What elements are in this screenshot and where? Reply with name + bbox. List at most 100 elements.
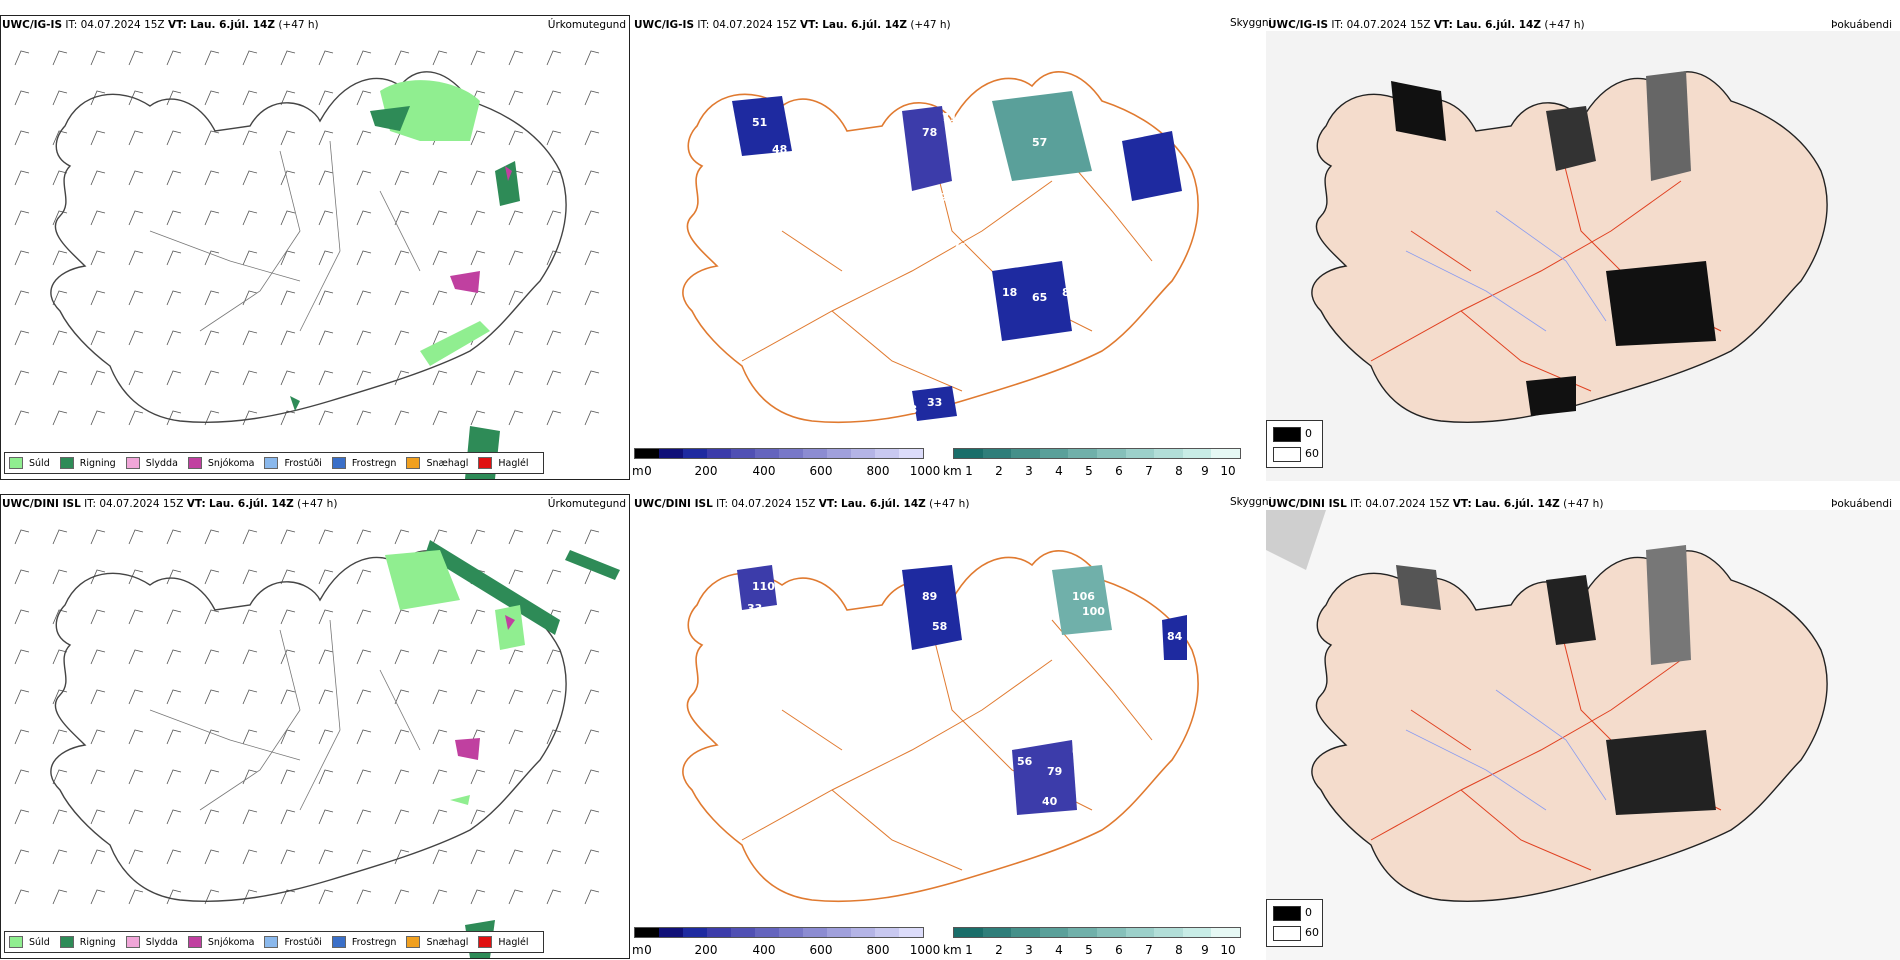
height-color-strip — [634, 927, 924, 938]
wind-barb — [318, 689, 334, 705]
wind-barb — [356, 689, 372, 705]
wind-barb — [52, 649, 68, 665]
wind-barb — [470, 689, 486, 705]
height-tick: 800 — [866, 943, 890, 957]
wind-barb — [166, 330, 182, 346]
cloud-height-label: 91 — [1042, 221, 1057, 234]
wind-barb — [318, 330, 334, 346]
cloud-height-label: 59 — [932, 191, 947, 204]
wind-barb — [52, 330, 68, 346]
wind-barb — [508, 50, 524, 66]
legend-item: Frostregn — [331, 457, 396, 469]
fog-value-label: 60 — [1305, 447, 1319, 460]
wind-barb — [584, 609, 600, 625]
wind-barb — [470, 130, 486, 146]
panel-title: Úrkomutegund — [547, 498, 626, 510]
wind-barb — [318, 130, 334, 146]
cloud-height-label: 80 — [1112, 276, 1128, 289]
cloud-height-label: 78 — [922, 126, 937, 139]
wind-barb — [584, 769, 600, 785]
wind-barb — [584, 290, 600, 306]
panel-header: UWC/IG-IS IT: 04.07.2024 15Z VT: Lau. 6.… — [1268, 19, 1585, 31]
wind-barb — [128, 170, 144, 186]
wind-barb — [356, 769, 372, 785]
height-tick: 400 — [752, 464, 776, 478]
legend-item: Frostregn — [331, 936, 396, 948]
wind-barb — [204, 649, 220, 665]
wind-barb — [90, 90, 106, 106]
cloud-height-label: 110 — [752, 580, 775, 593]
iceland-cloud-map: 51 48 78 71 57 88 59 91 90 71 18 65 83 8… — [682, 71, 1199, 424]
wind-barb — [546, 649, 562, 665]
wind-barb — [546, 250, 562, 266]
wind-barb — [318, 50, 334, 66]
fog-legend: 0 60 — [1266, 899, 1323, 947]
visibility-tick: 4 — [1055, 464, 1063, 478]
wind-barb — [280, 649, 296, 665]
wind-barb — [52, 609, 68, 625]
wind-barb — [432, 849, 448, 865]
fog-index-panel-bottom: UWC/DINI ISL IT: 04.07.2024 15Z VT: Lau.… — [1266, 494, 1900, 960]
visibility-tick: 3 — [1025, 943, 1033, 957]
panel-title: Þokuábendi — [1831, 498, 1892, 510]
cloud-height-label: 48 — [772, 143, 787, 156]
legend-item: Snæhagl — [406, 457, 468, 469]
wind-barb — [128, 569, 144, 585]
wind-barb — [204, 569, 220, 585]
wind-barb — [432, 649, 448, 665]
wind-barb — [128, 889, 144, 905]
wind-barb — [166, 210, 182, 226]
visibility-title: Skyggni — [1230, 496, 1272, 508]
wind-barb — [52, 130, 68, 146]
wind-barb — [356, 649, 372, 665]
wind-barb — [52, 370, 68, 386]
cloud-height-label: 33 — [927, 396, 942, 409]
wind-barb — [90, 250, 106, 266]
wind-barb — [90, 170, 106, 186]
wind-barb — [14, 569, 30, 585]
precip-type-panel-bottom: UWC/DINI ISL IT: 04.07.2024 15Z VT: Lau.… — [0, 494, 630, 959]
wind-barb — [356, 90, 372, 106]
wind-barb — [470, 609, 486, 625]
wind-barb — [166, 290, 182, 306]
fog-value-label: 60 — [1305, 926, 1319, 939]
cloud-height-label: 88 — [1082, 121, 1097, 134]
legend-swatch — [187, 457, 202, 469]
legend-item: Haglél — [478, 936, 529, 948]
wind-barb — [546, 370, 562, 386]
cloud-height-label: 79 — [1047, 765, 1062, 778]
wind-barb — [204, 889, 220, 905]
height-color-strip — [634, 448, 924, 459]
wind-barb — [432, 609, 448, 625]
wind-barb — [90, 410, 106, 426]
wind-barb — [90, 769, 106, 785]
wind-barb — [318, 729, 334, 745]
wind-barb — [280, 410, 296, 426]
wind-barb — [584, 250, 600, 266]
wind-barb — [584, 210, 600, 226]
wind-barb — [90, 889, 106, 905]
wind-barb — [432, 809, 448, 825]
wind-barb — [280, 250, 296, 266]
wind-barb — [166, 250, 182, 266]
wind-barb — [432, 529, 448, 545]
wind-barb — [280, 210, 296, 226]
height-tick: 200 — [694, 943, 718, 957]
wind-barb — [52, 290, 68, 306]
legend-item: Súld — [9, 936, 50, 948]
legend-item: Rigning — [59, 457, 116, 469]
wind-barb — [394, 50, 410, 66]
visibility-tick: 6 — [1115, 943, 1123, 957]
wind-barb — [318, 210, 334, 226]
wind-barb — [242, 290, 258, 306]
precip-legend: Súld Rigning Slydda Snjókoma Frostúði Fr… — [4, 452, 544, 474]
wind-barb — [470, 769, 486, 785]
wind-barb — [356, 130, 372, 146]
wind-barb — [318, 90, 334, 106]
wind-barb — [280, 569, 296, 585]
wind-barb — [280, 330, 296, 346]
height-tick: 0 — [644, 943, 652, 957]
height-tick: 600 — [809, 464, 833, 478]
wind-barb — [242, 50, 258, 66]
wind-barb — [204, 330, 220, 346]
